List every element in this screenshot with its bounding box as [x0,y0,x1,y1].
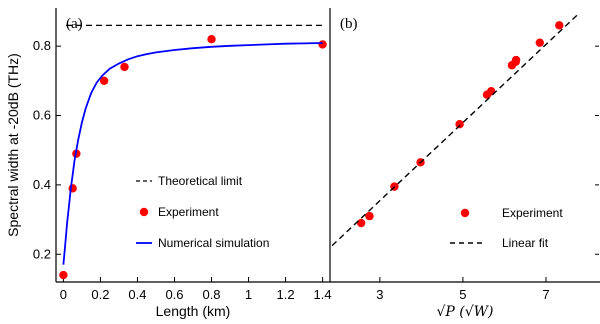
experiment-point [356,218,366,228]
x-axis-title: √P (√W) [436,304,493,320]
legend-swatch-experiment [139,207,149,217]
panel-b-label: (b) [340,16,358,32]
x-tick-label: 0.4 [128,287,146,302]
x-tick-label: 7 [542,287,549,302]
experiment-point [365,211,374,221]
experiment-point [555,21,564,30]
legend-label-experiment: Experiment [158,205,219,219]
legend-label-experiment: Experiment [502,206,563,220]
experiment-point [99,76,109,86]
x-axis-title: Length (km) [156,303,231,319]
x-tick-label: 3 [376,287,383,302]
experiment-point [535,38,544,47]
x-tick-label: 0.2 [91,287,109,302]
x-tick-label: 0.8 [202,287,220,302]
y-axis-title: Spectral width at -20dB (THz) [5,53,21,237]
experiment-point [318,40,327,49]
x-tick-label: 0.6 [165,287,183,302]
y-tick-label: 0.6 [33,108,51,123]
x-tick-label: 5 [459,287,466,302]
experiment-point [59,270,68,280]
simulation-curve [62,42,323,265]
legend-swatch-experiment [460,208,470,218]
experiment-point [207,35,216,44]
x-tick-label: 1.4 [314,287,332,302]
legend-label-numerical-simulation: Numerical simulation [158,236,269,250]
linear-fit-line [331,12,580,247]
experiment-point [511,55,521,65]
experiment-point [120,62,129,72]
y-tick-label: 0.4 [33,177,51,192]
panel-a-label: (a) [66,16,83,32]
legend-label-linear-fit: Linear fit [502,236,549,250]
x-tick-label: 0 [60,287,67,302]
y-tick-label: 0.8 [33,38,51,53]
y-tick-label: 0.2 [33,246,51,261]
x-tick-label: 1.2 [277,287,295,302]
x-tick-label: 1 [245,287,252,302]
legend-label-theoretical-limit: Theoretical limit [158,174,243,188]
experiment-point [455,119,464,129]
